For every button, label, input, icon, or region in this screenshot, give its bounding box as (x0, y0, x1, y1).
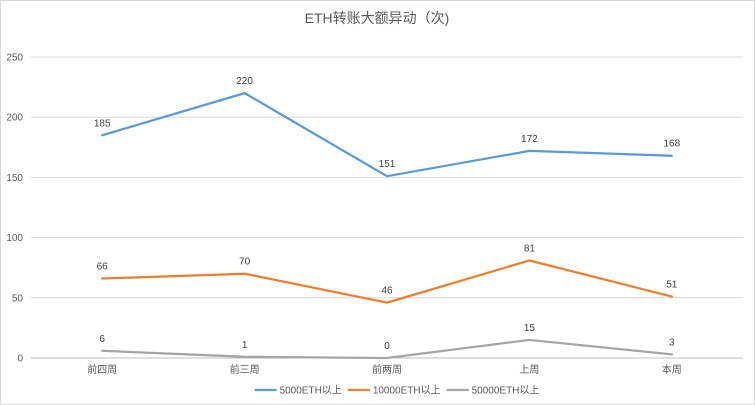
chart-title: ETH转账大额异动（次) (305, 10, 450, 26)
gridlines (31, 56, 743, 359)
legend-label: 50000ETH以上 (472, 385, 540, 397)
series-lines (101, 91, 673, 360)
x-tick-label: 前两周 (372, 363, 402, 376)
data-label: 220 (236, 76, 253, 87)
legend: 5000ETH以上 10000ETH以上 50000ETH以上 (254, 385, 540, 397)
x-tick-label: 前三周 (230, 363, 260, 376)
y-tick-label: 250 (6, 53, 23, 64)
series-line-1 (101, 259, 673, 304)
legend-label: 10000ETH以上 (373, 385, 441, 397)
x-axis-ticks: 前四周 前三周 前两周 上周 本周 (87, 363, 682, 376)
data-label: 15 (524, 323, 536, 334)
data-label: 66 (97, 262, 109, 273)
x-tick-label: 上周 (519, 364, 539, 376)
data-label: 70 (239, 257, 251, 268)
data-label: 185 (94, 118, 111, 129)
data-label: 168 (663, 139, 680, 150)
data-label: 6 (99, 334, 105, 345)
series-line-2 (101, 338, 673, 360)
y-tick-label: 0 (17, 354, 23, 365)
y-axis-ticks: 0 50 100 150 200 250 (6, 53, 23, 365)
data-labels: 185 220 151 172 168 66 70 46 81 51 6 1 0 15 3 (94, 76, 681, 352)
y-tick-label: 50 (12, 293, 24, 304)
data-label: 46 (381, 286, 393, 297)
legend-item-2: 50000ETH以上 (446, 385, 540, 397)
data-label: 81 (524, 243, 536, 254)
y-tick-label: 200 (6, 113, 23, 124)
data-label: 151 (379, 159, 396, 170)
data-label: 51 (666, 280, 678, 291)
y-tick-label: 150 (6, 173, 23, 184)
legend-item-1: 10000ETH以上 (347, 385, 441, 397)
data-label: 0 (384, 341, 390, 352)
x-tick-label: 本周 (662, 363, 682, 376)
legend-label: 5000ETH以上 (280, 385, 342, 397)
legend-item-0: 5000ETH以上 (254, 385, 342, 397)
data-label: 172 (521, 134, 538, 145)
series-line-0 (101, 91, 673, 178)
data-label: 1 (242, 340, 248, 351)
data-label: 3 (669, 337, 675, 348)
y-tick-label: 100 (6, 233, 23, 244)
x-tick-label: 前四周 (87, 363, 117, 376)
